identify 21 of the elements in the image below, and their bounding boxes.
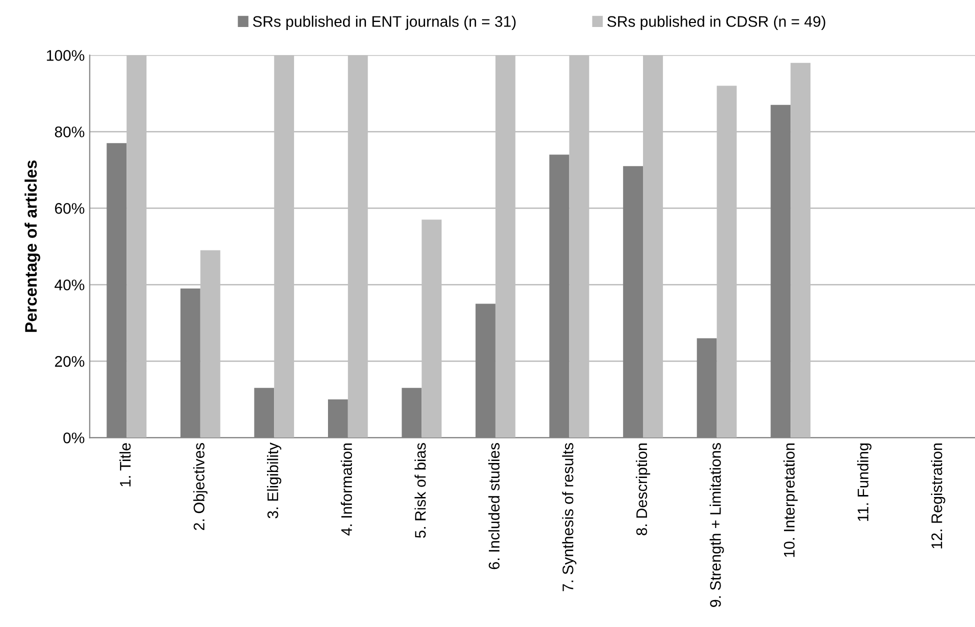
x-tick-label: 1. Title <box>119 443 131 486</box>
x-tick-label: 3. Eligibility <box>267 442 282 518</box>
x-tick-label: 8. Description <box>636 443 650 536</box>
y-tick-label: 0% <box>63 432 84 444</box>
x-tick-label: 4. Information <box>340 443 352 536</box>
y-tick-label: 80% <box>54 126 84 138</box>
x-tick-label: 5. Risk of bias <box>414 443 426 538</box>
y-tick-label: 60% <box>55 203 84 214</box>
legend-label: SRs published in ENT journals (n = 31) <box>252 16 516 30</box>
y-tick-label: 40% <box>54 280 84 290</box>
legend-label: SRs published in CDSR (n = 49) <box>607 16 826 30</box>
x-tick-label: 6. Included studies <box>488 443 500 570</box>
y-tick-label: 100% <box>46 50 84 61</box>
x-tick-label: 12. Registration <box>930 443 946 548</box>
y-tick-label: 20% <box>55 356 84 367</box>
y-axis-title: Percentage of articles <box>24 160 40 332</box>
x-tick-label: 2. Objectives <box>193 443 208 530</box>
x-tick-label: 10. Interpretation <box>783 443 798 557</box>
x-tick-label: 11. Funding <box>857 443 872 521</box>
x-tick-label: 7. Synthesis of results <box>562 443 576 592</box>
x-tick-label: 9. Strength + Limitations <box>710 443 724 607</box>
